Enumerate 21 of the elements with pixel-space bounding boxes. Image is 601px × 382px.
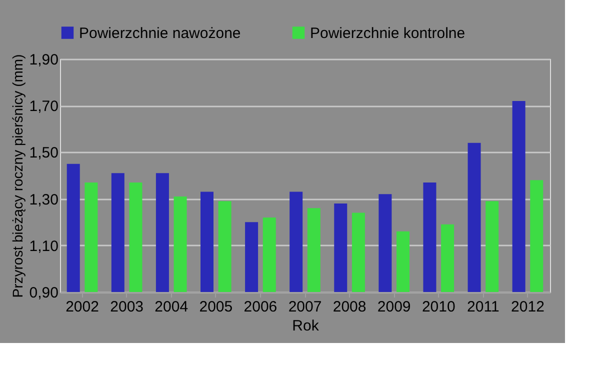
y-tick-label: 1,10	[29, 238, 58, 255]
legend-label: Powierzchnie nawożone	[79, 24, 241, 42]
x-tick-label: 2004	[154, 298, 188, 316]
x-tick-label: 2007	[288, 298, 322, 316]
x-axis-title: Rok	[292, 318, 320, 334]
x-tick-label: 2006	[244, 298, 278, 316]
y-tick-label: 1,90	[29, 52, 58, 68]
x-tick-label: 2012	[511, 298, 544, 316]
x-tick-label: 2005	[199, 298, 233, 316]
y-axis-title: Przyrost bieżący roczny pierśnicy (mm)	[9, 54, 26, 298]
x-tick-label: 2008	[332, 298, 366, 316]
x-tick-label: 2002	[66, 298, 99, 316]
y-tick-label: 1,50	[29, 144, 58, 162]
y-tick-label: 1,70	[29, 98, 58, 116]
y-tick-label: 0,90	[29, 284, 58, 302]
x-tick-label: 2011	[467, 298, 500, 316]
y-tick-label: 1,30	[29, 191, 58, 208]
x-tick-label: 2010	[422, 298, 456, 316]
x-tick-label: 2009	[377, 298, 411, 316]
legend-label: Powierzchnie kontrolne	[310, 24, 466, 42]
x-tick-label: 2003	[110, 298, 144, 316]
